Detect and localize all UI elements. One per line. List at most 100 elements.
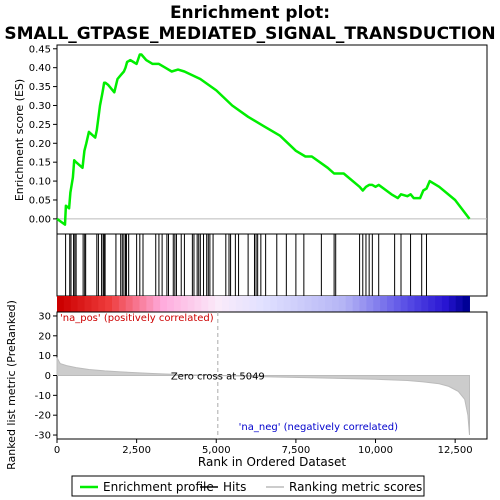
x-axis-ticks: 0 2,500 5,000 7,500 10,000 12,500 <box>54 439 473 456</box>
rank-color-segment <box>215 296 223 312</box>
rank-color-segment <box>462 296 470 312</box>
rank-color-segment <box>407 296 415 312</box>
es-axis-ticks: 0.00 0.05 0.10 0.15 0.20 0.25 0.30 0.35 0.40 0.45 <box>29 44 57 225</box>
es-tick-label: 0.40 <box>29 63 51 74</box>
rank-color-segment <box>455 296 464 312</box>
hits-panel-frame <box>56 233 488 297</box>
rank-color-segment <box>359 296 367 312</box>
es-tick-label: 0.30 <box>29 101 51 112</box>
rank-color-segment <box>421 296 429 312</box>
es-tick-label: 0.00 <box>29 214 51 225</box>
hit-markers <box>65 234 427 296</box>
rank-color-segment <box>153 296 161 312</box>
rank-color-segment <box>91 296 99 312</box>
x-tick-label: 12,500 <box>438 445 473 456</box>
rank-color-segment <box>345 296 354 312</box>
legend: Enrichment profile Hits Ranking metric sco… <box>80 480 422 494</box>
rank-color-segment <box>270 296 278 312</box>
rank-color-segment <box>84 296 92 312</box>
ranking-metric-area <box>56 357 470 436</box>
es-tick-label: 0.25 <box>29 120 51 131</box>
rank-color-segment <box>276 296 285 312</box>
rank-color-segment <box>263 296 271 312</box>
metric-tick-label: 30 <box>38 311 51 322</box>
rank-color-segment <box>57 296 65 312</box>
rank-color-segment <box>338 296 347 312</box>
rank-color-segment <box>256 296 264 312</box>
rank-color-segment <box>249 296 257 312</box>
rank-color-segment <box>194 296 202 312</box>
legend-box <box>71 475 425 497</box>
chart-title-line2: SMALL_GTPASE_MEDIATED_SIGNAL_TRANSDUCTIO… <box>4 24 495 44</box>
rank-color-segment <box>160 296 168 312</box>
rank-color-segment <box>283 296 292 312</box>
rank-color-segment <box>139 296 147 312</box>
x-axis-label: Rank in Ordered Dataset <box>198 455 346 469</box>
legend-label: Hits <box>223 480 246 494</box>
rank-color-segment <box>304 296 312 312</box>
rank-color-segment <box>386 296 395 312</box>
enrichment-profile-curve <box>56 53 471 226</box>
rank-color-segment <box>70 296 79 312</box>
rank-color-segment <box>400 296 409 312</box>
metric-axis-label: Ranked list metric (PreRanked) <box>5 300 18 470</box>
x-tick-label: 10,000 <box>358 445 393 456</box>
rank-color-segment <box>173 296 182 312</box>
rank-color-segment <box>125 296 134 312</box>
es-tick-label: 0.35 <box>29 82 51 93</box>
ranking-metric-fill <box>56 357 470 436</box>
rank-color-segment <box>111 296 120 312</box>
rank-color-segment <box>146 296 154 312</box>
neg-correlated-label: 'na_neg' (negatively correlated) <box>239 422 398 433</box>
rank-color-segment <box>290 296 299 312</box>
metric-tick-label: -20 <box>35 411 51 422</box>
rank-color-segment <box>448 296 457 312</box>
rank-color-segment <box>366 296 374 312</box>
es-panel-frame <box>56 44 488 235</box>
rank-color-segment <box>180 296 189 312</box>
rank-color-segment <box>235 296 244 312</box>
chart-title-line1: Enrichment plot: <box>170 3 330 23</box>
rank-color-segment <box>118 296 127 312</box>
rank-color-bar <box>57 296 470 312</box>
rank-color-segment <box>105 296 113 312</box>
x-tick-label: 0 <box>54 445 60 456</box>
metric-tick-label: 10 <box>38 351 51 362</box>
es-tick-label: 0.10 <box>29 177 51 188</box>
rank-color-segment <box>311 296 319 312</box>
rank-color-segment <box>414 296 422 312</box>
pos-correlated-label: 'na_pos' (positively correlated) <box>60 313 214 324</box>
rank-color-segment <box>132 296 140 312</box>
x-tick-label: 5,000 <box>202 445 231 456</box>
rank-color-segment <box>98 296 106 312</box>
rank-color-segment <box>318 296 326 312</box>
rank-color-segment <box>228 296 237 312</box>
rank-color-segment <box>221 296 230 312</box>
rank-color-segment <box>331 296 340 312</box>
rank-color-segment <box>242 296 250 312</box>
rank-color-segment <box>435 296 443 312</box>
rank-color-segment <box>428 296 436 312</box>
es-tick-label: 0.15 <box>29 158 51 169</box>
x-tick-label: 7,500 <box>282 445 311 456</box>
es-tick-label: 0.20 <box>29 139 51 150</box>
zero-cross-label: Zero cross at 5049 <box>171 372 265 383</box>
metric-tick-label: -30 <box>35 431 51 442</box>
legend-label: Enrichment profile <box>103 480 214 494</box>
rank-color-segment <box>441 296 450 312</box>
metric-axis-ticks: 30 20 10 0 -10 -20 -30 <box>35 311 57 442</box>
enrichment-profile-line <box>56 53 471 226</box>
es-axis-label: Enrichment score (ES) <box>13 79 26 201</box>
rank-color-segment <box>325 296 333 312</box>
rank-color-segment <box>201 296 209 312</box>
rank-color-segment <box>373 296 381 312</box>
rank-color-segment <box>208 296 216 312</box>
rank-color-segment <box>352 296 360 312</box>
metric-tick-label: 20 <box>38 331 51 342</box>
es-tick-label: 0.45 <box>29 44 51 55</box>
legend-label: Ranking metric scores <box>289 480 422 494</box>
rank-color-segment <box>166 296 175 312</box>
rank-color-segment <box>77 296 85 312</box>
x-tick-label: 2,500 <box>122 445 151 456</box>
